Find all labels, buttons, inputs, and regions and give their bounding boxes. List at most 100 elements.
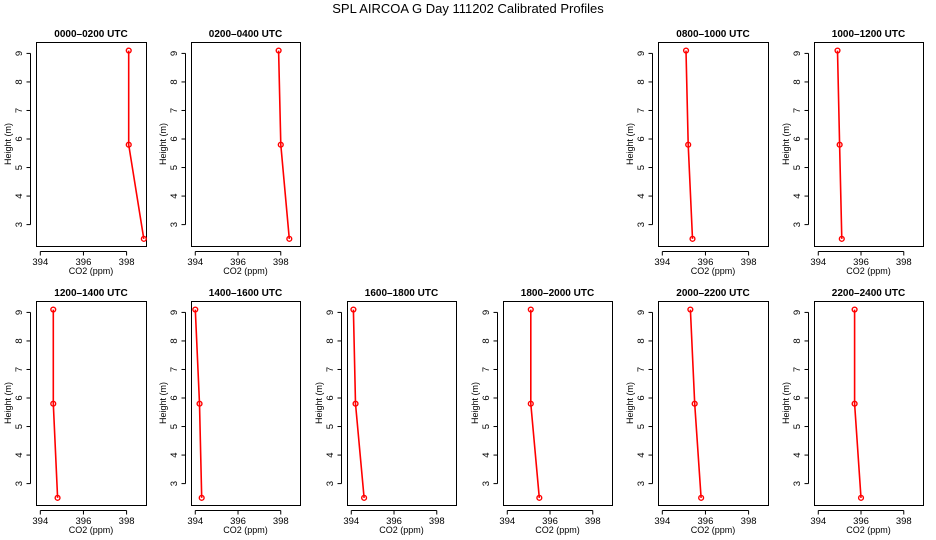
x-tick-label: 398 [896,516,912,527]
y-tick-label: 5 [636,424,647,429]
y-tick-label: 9 [792,310,803,315]
y-tick-label: 3 [14,481,25,486]
y-tick-label: 5 [792,424,803,429]
y-tick-label: 7 [169,367,180,372]
profile-point [275,47,282,54]
profile-panel: 0800–1000 UTC 394 396 398 CO2 (ppm) 3 4 5 6 7 8 9 He… [625,29,769,276]
profile-point [836,141,843,148]
panel-title: 0000–0200 UTC [54,29,127,40]
panel-title: 1200–1400 UTC [54,288,127,299]
y-tick-label: 5 [14,165,25,170]
profile-panel: 2200–2400 UTC 394 396 398 CO2 (ppm) 3 4 5 6 7 8 9 He… [781,288,924,535]
x-axis-label: CO2 (ppm) [223,525,268,535]
y-tick-label: 9 [169,310,180,315]
y-tick-label: 4 [169,193,180,198]
y-tick-label: 3 [481,481,492,486]
y-tick-label: 7 [636,367,647,372]
plot-frame [658,42,769,247]
y-tick-label: 5 [325,424,336,429]
x-tick-label: 394 [32,257,48,268]
panel-title: 1400–1600 UTC [209,288,282,299]
x-tick-label: 398 [119,257,135,268]
x-tick-label: 396 [853,257,869,268]
plot-frame [503,301,613,506]
x-axis-label: CO2 (ppm) [846,525,891,535]
x-axis-label: CO2 (ppm) [691,266,736,276]
plot-frame [191,301,301,506]
profile-point [277,141,284,148]
y-axis-label: Height (m) [781,123,791,165]
figure-title: SPL AIRCOA G Day 111202 Calibrated Profi… [332,1,604,16]
profile-point [689,235,696,242]
y-tick-label: 8 [14,338,25,343]
x-tick-label: 396 [230,516,246,527]
y-tick-label: 4 [169,452,180,457]
profile-point [198,494,205,501]
y-axis-label: Height (m) [625,123,635,165]
x-tick-label: 396 [76,257,92,268]
profile-panel: 1200–1400 UTC 394 396 398 CO2 (ppm) 3 4 5 6 7 8 9 He… [3,288,147,535]
x-axis-label: CO2 (ppm) [69,525,114,535]
x-axis-label: CO2 (ppm) [846,266,891,276]
y-tick-label: 7 [14,108,25,113]
panel-title: 0200–0400 UTC [209,29,282,40]
profile-line [352,309,365,498]
profile-panel: 1400–1600 UTC 394 396 398 CO2 (ppm) 3 4 5 6 7 8 9 He… [158,288,301,535]
profile-point [286,235,293,242]
x-tick-label: 398 [896,257,912,268]
y-tick-label: 9 [636,310,647,315]
y-tick-label: 6 [169,395,180,400]
x-tick-label: 396 [698,516,714,527]
x-tick-label: 398 [429,516,445,527]
x-axis-label: CO2 (ppm) [69,266,114,276]
profile-line [127,50,145,240]
y-tick-label: 8 [14,79,25,84]
y-tick-label: 6 [14,395,25,400]
profile-point [682,47,690,54]
profile-panel: 1800–2000 UTC 394 396 398 CO2 (ppm) 3 4 5 6 7 8 9 He… [470,288,613,535]
y-tick-label: 6 [636,136,647,141]
profile-point [50,306,57,313]
profile-point [350,306,357,313]
panel-title: 1800–2000 UTC [521,288,594,299]
y-axis-label: Height (m) [781,382,791,424]
y-tick-label: 8 [325,338,336,343]
y-axis-label: Height (m) [314,382,324,424]
y-tick-label: 5 [792,165,803,170]
profile-line [194,309,203,498]
y-axis-label: Height (m) [158,382,168,424]
panel-title: 2000–2200 UTC [676,288,749,299]
profile-line [853,309,862,498]
y-tick-label: 5 [169,165,180,170]
panel-title: 1000–1200 UTC [832,29,905,40]
panel-title: 2200–2400 UTC [832,288,905,299]
y-tick-label: 3 [636,222,647,227]
y-axis-label: Height (m) [625,382,635,424]
x-tick-label: 394 [810,257,826,268]
y-tick-label: 8 [792,338,803,343]
y-tick-label: 4 [792,452,803,457]
plot-frame [36,301,147,506]
x-tick-label: 396 [853,516,869,527]
y-tick-label: 3 [792,481,803,486]
x-tick-label: 394 [187,516,203,527]
x-tick-label: 398 [273,516,289,527]
y-tick-label: 7 [481,367,492,372]
x-tick-label: 398 [741,257,757,268]
x-tick-label: 398 [119,516,135,527]
x-tick-label: 394 [32,516,48,527]
y-tick-label: 9 [792,51,803,56]
profile-point [125,141,132,148]
profile-line [685,50,694,239]
plot-frame [658,301,769,506]
x-tick-label: 398 [741,516,757,527]
profile-point [352,400,359,407]
y-tick-label: 4 [325,452,336,457]
y-tick-label: 5 [169,424,180,429]
profile-panel: 1000–1200 UTC 394 396 398 CO2 (ppm) 3 4 5 6 7 8 9 He… [781,29,924,276]
y-tick-label: 6 [481,395,492,400]
y-tick-label: 5 [481,424,492,429]
profile-panel: 2000–2200 UTC 394 396 398 CO2 (ppm) 3 4 5 6 7 8 9 He… [625,288,769,535]
y-tick-label: 9 [14,51,25,56]
